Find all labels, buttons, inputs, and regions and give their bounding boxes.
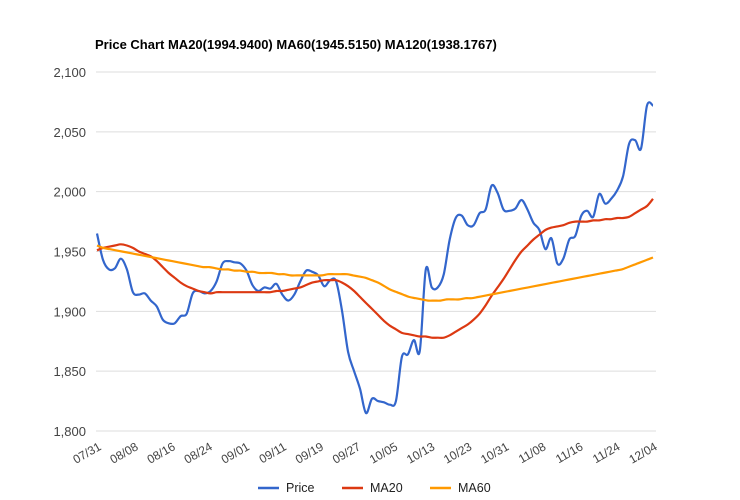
- x-tick-label: 08/24: [182, 439, 215, 466]
- y-tick-label: 1,850: [53, 364, 86, 379]
- y-tick-label: 2,000: [53, 185, 86, 200]
- x-tick-label: 08/08: [108, 439, 141, 466]
- y-tick-label: 1,800: [53, 424, 86, 439]
- x-tick-label: 10/31: [478, 439, 511, 466]
- x-tick-label: 08/16: [145, 439, 178, 466]
- series-line-ma60: [96, 244, 654, 302]
- x-tick-label: 10/23: [441, 439, 474, 466]
- x-tick-label: 07/31: [70, 439, 103, 466]
- gridlines: [96, 71, 656, 432]
- x-tick-label: 11/08: [516, 439, 549, 466]
- x-tick-label: 10/05: [367, 439, 400, 466]
- y-axis-ticks: 1,800 1,850 1,900 1,950 2,000 2,050 2,100: [53, 65, 86, 439]
- x-tick-label: 11/16: [553, 439, 586, 466]
- x-tick-label: 10/13: [404, 439, 437, 466]
- y-tick-label: 2,100: [53, 65, 86, 80]
- legend-label-ma20: MA20: [370, 481, 403, 495]
- y-tick-label: 1,950: [53, 245, 86, 260]
- y-tick-label: 1,900: [53, 304, 86, 319]
- x-tick-label: 09/01: [219, 439, 252, 466]
- series-lines: [95, 101, 654, 415]
- x-axis-ticks: 07/31 08/08 08/16 08/24 09/01 09/11 09/19 09/27…: [70, 439, 659, 466]
- x-tick-label: 12/04: [626, 439, 659, 466]
- y-tick-label: 2,050: [53, 125, 86, 140]
- legend-label-ma60: MA60: [458, 481, 491, 495]
- x-tick-label: 09/11: [257, 439, 290, 466]
- x-tick-label: 11/24: [590, 439, 623, 466]
- legend: Price MA20 MA60: [258, 481, 491, 495]
- series-line-price: [95, 101, 654, 415]
- x-tick-label: 09/27: [330, 439, 363, 466]
- chart-title: Price Chart MA20(1994.9400) MA60(1945.51…: [95, 37, 497, 52]
- x-tick-label: 09/19: [293, 439, 326, 466]
- legend-label-price: Price: [286, 481, 315, 495]
- series-line-ma20: [96, 198, 654, 339]
